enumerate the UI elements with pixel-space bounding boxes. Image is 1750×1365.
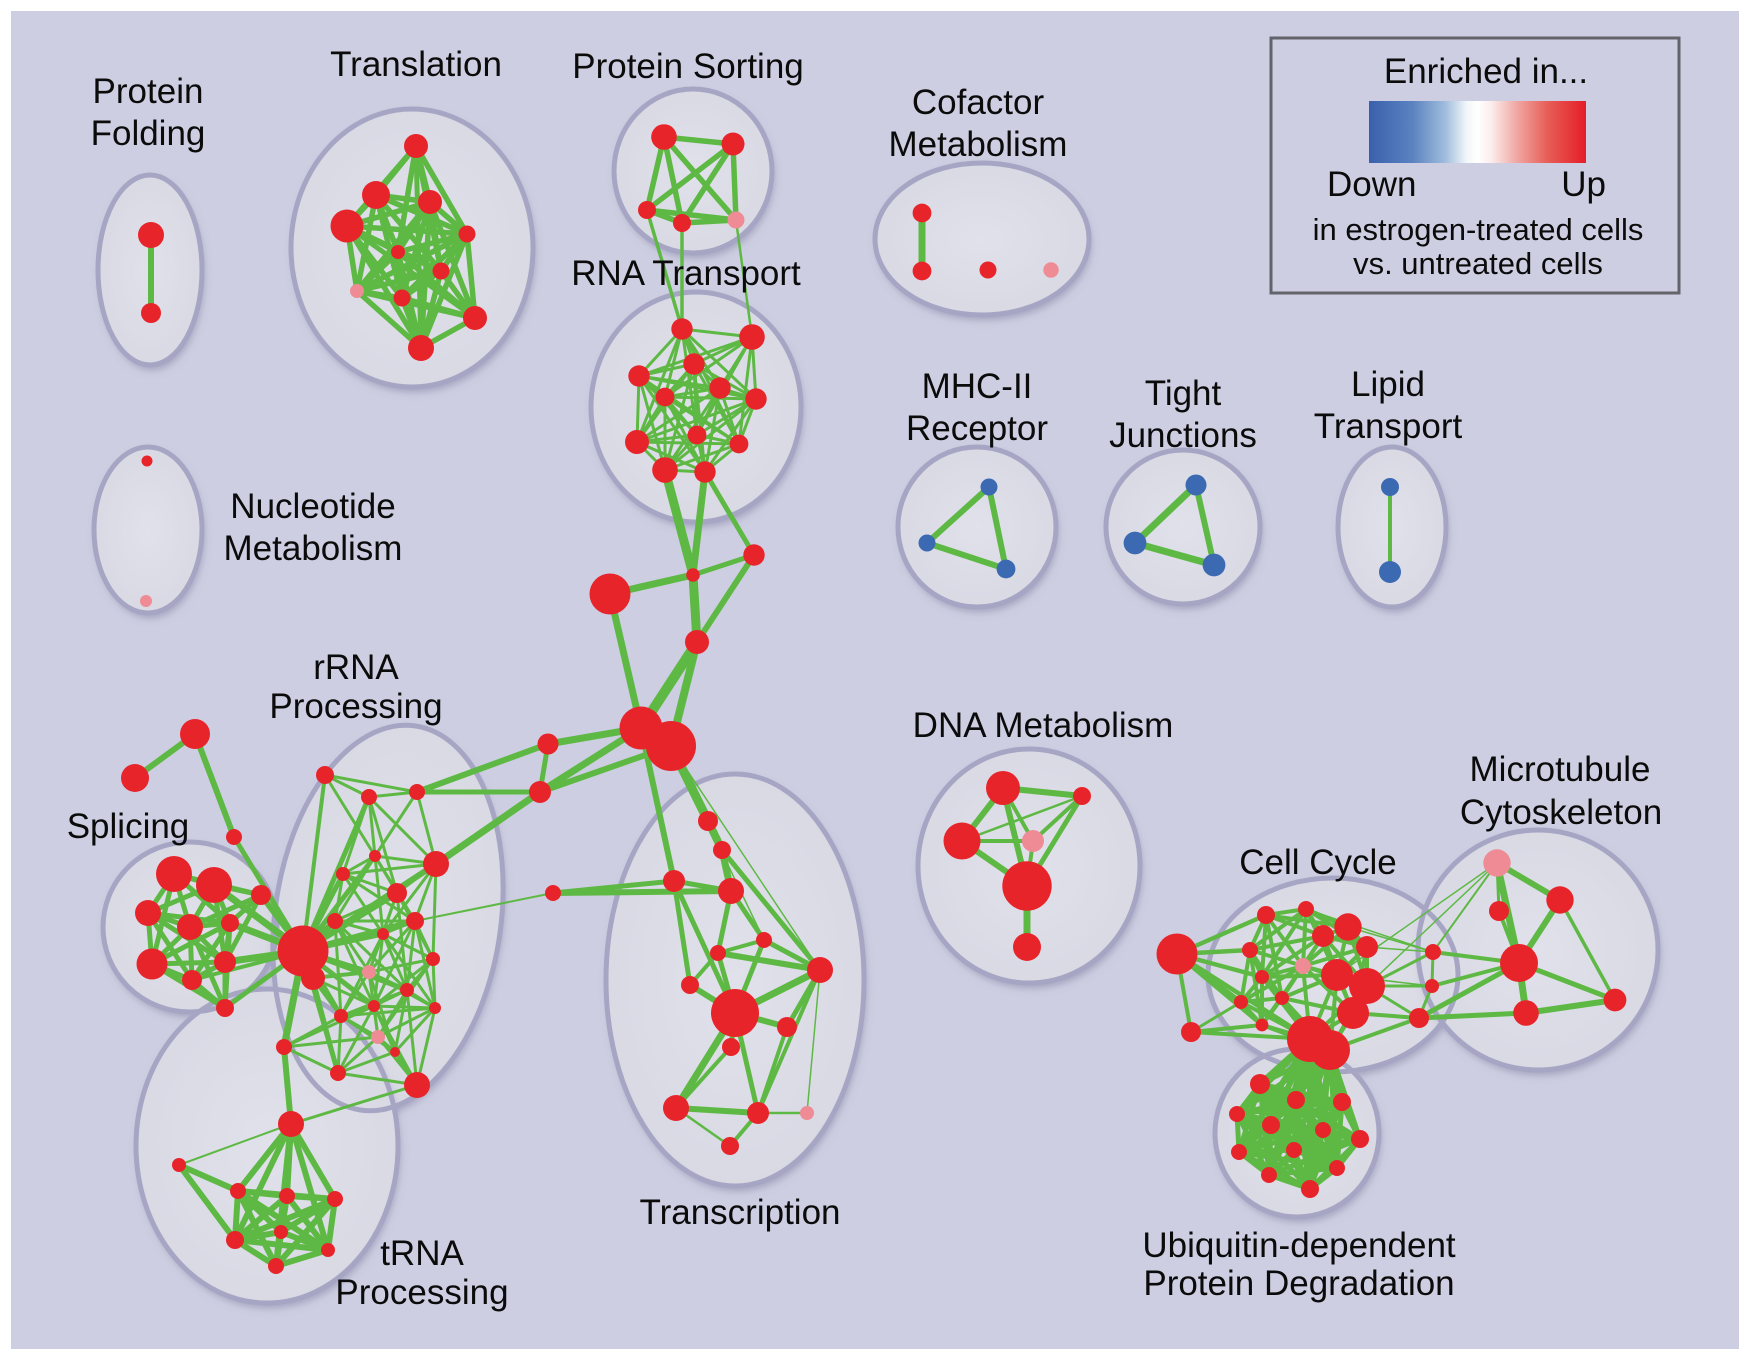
svg-text:RNA Transport: RNA Transport — [571, 254, 801, 293]
svg-text:DNA Metabolism: DNA Metabolism — [913, 706, 1174, 745]
svg-text:Ubiquitin-dependent: Ubiquitin-dependent — [1142, 1226, 1456, 1265]
svg-text:Folding: Folding — [91, 114, 206, 153]
svg-text:Protein Degradation: Protein Degradation — [1143, 1264, 1454, 1303]
svg-text:Nucleotide: Nucleotide — [230, 487, 395, 526]
svg-text:Metabolism: Metabolism — [224, 529, 403, 568]
svg-text:Tight: Tight — [1145, 374, 1222, 413]
svg-text:Splicing: Splicing — [67, 807, 190, 846]
svg-text:Receptor: Receptor — [906, 409, 1048, 448]
svg-text:Enriched in...: Enriched in... — [1384, 52, 1588, 91]
svg-text:Translation: Translation — [330, 45, 502, 84]
svg-text:Up: Up — [1561, 165, 1606, 204]
svg-text:vs. untreated cells: vs. untreated cells — [1353, 246, 1603, 281]
svg-text:MHC-II: MHC-II — [922, 367, 1033, 406]
svg-text:Protein: Protein — [93, 72, 204, 111]
svg-text:Cell Cycle: Cell Cycle — [1239, 843, 1397, 882]
svg-text:Junctions: Junctions — [1109, 416, 1257, 455]
svg-text:Metabolism: Metabolism — [889, 125, 1068, 164]
svg-text:Cofactor: Cofactor — [912, 83, 1045, 122]
svg-text:in estrogen-treated cells: in estrogen-treated cells — [1313, 212, 1644, 247]
svg-text:Cytoskeleton: Cytoskeleton — [1460, 793, 1662, 832]
svg-text:tRNA: tRNA — [380, 1234, 464, 1273]
svg-text:Transport: Transport — [1314, 407, 1463, 446]
svg-text:Transcription: Transcription — [640, 1193, 841, 1232]
svg-text:Down: Down — [1327, 165, 1416, 204]
svg-text:rRNA: rRNA — [313, 648, 399, 687]
svg-text:Microtubule: Microtubule — [1470, 750, 1651, 789]
svg-text:Processing: Processing — [335, 1273, 508, 1312]
svg-text:Processing: Processing — [269, 687, 442, 726]
svg-text:Protein Sorting: Protein Sorting — [572, 47, 804, 86]
svg-text:Lipid: Lipid — [1351, 365, 1425, 404]
